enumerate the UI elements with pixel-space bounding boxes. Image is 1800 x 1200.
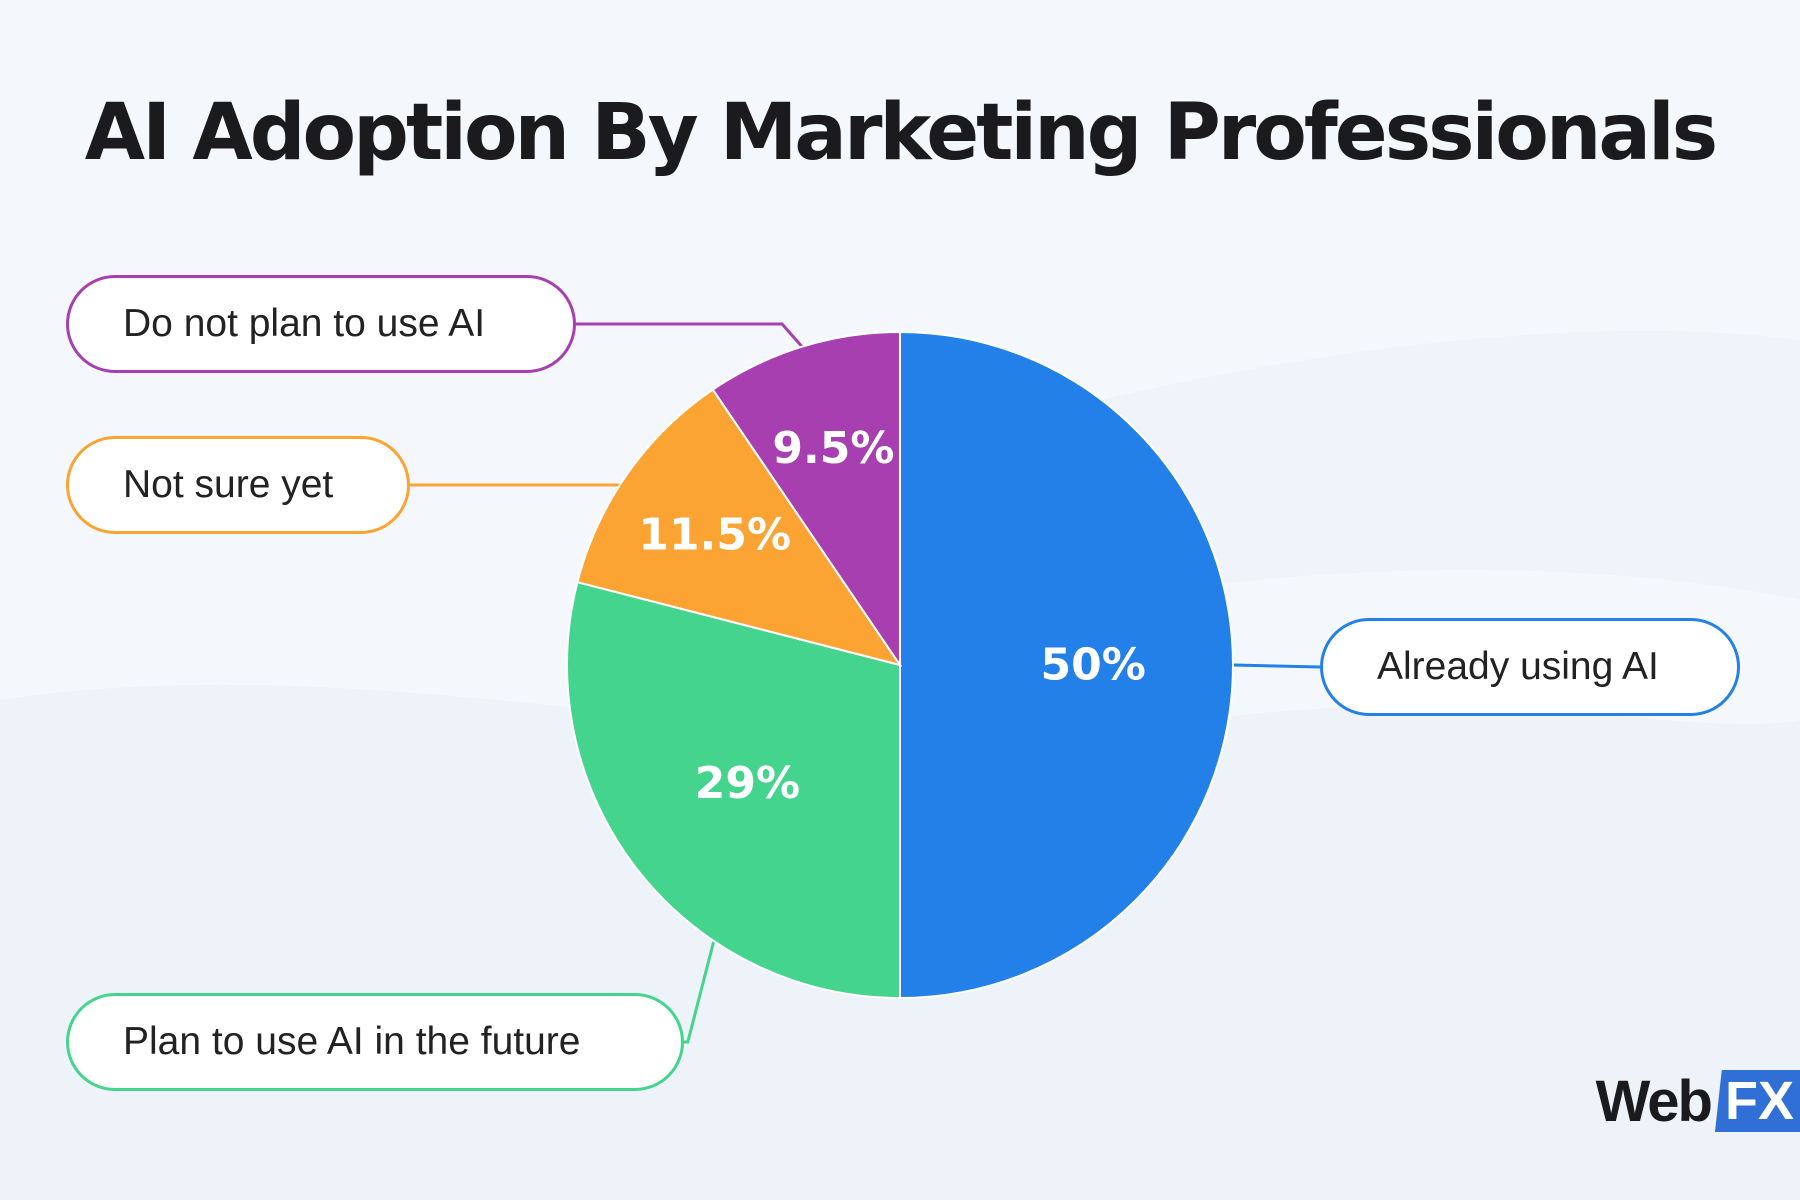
pie-slice-not-sure-yet (576, 388, 903, 667)
logo-text-web: Web (1595, 1068, 1713, 1134)
pie-slice-already-using-ai (899, 330, 1234, 1000)
pie-slice-do-not-plan-to-use-ai (711, 330, 901, 669)
connector-line-already-using-ai (1232, 663, 1321, 669)
pie-value-label-already-using-ai: 50% (1040, 640, 1145, 691)
connector-lines (410, 322, 1321, 1044)
pie-slice-plan-to-use-ai-in-the-future (566, 580, 901, 1000)
pie-value-label-not-sure-yet: 11.5% (638, 509, 791, 560)
legend-label-not-sure-yet: Not sure yet (66, 436, 410, 534)
pie-slices (566, 330, 1234, 1000)
legend-label-plan-to-use-ai: Plan to use AI in the future (66, 993, 684, 1091)
connector-line-do-not-plan-to-use-ai (576, 322, 804, 348)
webfx-logo: Web FX (1596, 1066, 1800, 1136)
logo-text-fx: FX (1714, 1070, 1800, 1132)
chart-title: AI Adoption By Marketing Professionals (84, 88, 1718, 178)
legend-label-do-not-plan: Do not plan to use AI (66, 275, 576, 373)
pie-value-label-do-not-plan-to-use-ai: 9.5% (772, 423, 894, 474)
pie-value-labels: 50% 29% 11.5% 9.5% (638, 423, 1145, 809)
pie-value-label-plan-to-use-ai-in-the-future: 29% (695, 758, 800, 809)
connector-line-plan-to-use-ai-in-the-future (684, 940, 716, 1044)
legend-label-already-using-ai: Already using AI (1320, 618, 1740, 716)
